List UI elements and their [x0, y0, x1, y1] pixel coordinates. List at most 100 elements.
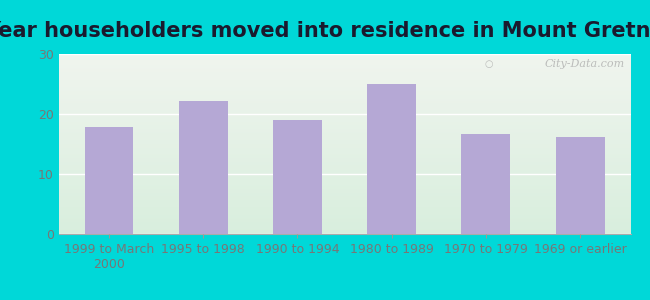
Bar: [58, 178, 630, 179]
Bar: [58, 132, 630, 133]
Bar: [58, 58, 630, 59]
Bar: [58, 168, 630, 169]
Bar: [58, 225, 630, 226]
Bar: [58, 110, 630, 111]
Bar: [58, 117, 630, 118]
Bar: [58, 195, 630, 196]
Bar: [58, 150, 630, 151]
Bar: [58, 128, 630, 129]
Bar: [58, 158, 630, 159]
Bar: [58, 224, 630, 225]
Bar: [58, 203, 630, 204]
Bar: [58, 189, 630, 190]
Bar: [58, 98, 630, 99]
Bar: [58, 194, 630, 195]
Bar: [58, 62, 630, 63]
Bar: [58, 220, 630, 221]
Bar: [58, 77, 630, 78]
Bar: [58, 232, 630, 233]
Bar: [58, 101, 630, 102]
Bar: [58, 133, 630, 134]
Bar: [58, 211, 630, 212]
Bar: [58, 186, 630, 187]
Bar: [58, 202, 630, 203]
Bar: [58, 198, 630, 199]
Bar: [58, 230, 630, 231]
Bar: [58, 182, 630, 183]
Bar: [58, 170, 630, 171]
Bar: [58, 92, 630, 93]
Bar: [58, 206, 630, 207]
Bar: [58, 157, 630, 158]
Bar: [58, 102, 630, 103]
Bar: [58, 131, 630, 132]
Bar: [58, 212, 630, 213]
Text: ○: ○: [485, 59, 493, 69]
Bar: [58, 140, 630, 141]
Bar: [58, 130, 630, 131]
Bar: [58, 126, 630, 127]
Bar: [58, 74, 630, 75]
Bar: [58, 129, 630, 130]
Bar: [58, 103, 630, 104]
Bar: [58, 222, 630, 223]
Bar: [58, 84, 630, 85]
Bar: [273, 120, 322, 234]
Bar: [58, 111, 630, 112]
Bar: [58, 139, 630, 140]
Bar: [58, 105, 630, 106]
Bar: [58, 96, 630, 97]
Bar: [58, 107, 630, 108]
Bar: [58, 60, 630, 61]
Bar: [58, 59, 630, 60]
Bar: [58, 144, 630, 145]
Bar: [58, 193, 630, 194]
Bar: [58, 173, 630, 174]
Bar: [58, 156, 630, 157]
Bar: [58, 147, 630, 148]
Bar: [58, 72, 630, 73]
Bar: [58, 218, 630, 219]
Bar: [58, 215, 630, 216]
Bar: [58, 191, 630, 192]
Bar: [58, 165, 630, 166]
Bar: [58, 179, 630, 180]
Bar: [58, 149, 630, 150]
Bar: [58, 163, 630, 164]
Bar: [58, 161, 630, 162]
Bar: [58, 233, 630, 234]
Bar: [58, 83, 630, 84]
Bar: [58, 76, 630, 77]
Bar: [58, 205, 630, 206]
Bar: [58, 100, 630, 101]
Bar: [58, 79, 630, 80]
Bar: [58, 125, 630, 126]
Bar: [58, 66, 630, 67]
Bar: [58, 136, 630, 137]
Bar: [58, 217, 630, 218]
Bar: [58, 196, 630, 197]
Bar: [58, 97, 630, 98]
Bar: [58, 116, 630, 117]
Bar: [58, 185, 630, 186]
Bar: [58, 114, 630, 115]
Bar: [58, 73, 630, 74]
Bar: [58, 78, 630, 79]
Bar: [58, 175, 630, 176]
Bar: [58, 199, 630, 200]
Bar: [58, 177, 630, 178]
Bar: [58, 226, 630, 227]
Bar: [58, 145, 630, 146]
Bar: [58, 108, 630, 109]
Bar: [58, 90, 630, 91]
Bar: [58, 229, 630, 230]
Bar: [58, 155, 630, 156]
Bar: [58, 118, 630, 119]
Bar: [58, 172, 630, 173]
Bar: [58, 121, 630, 122]
Bar: [84, 127, 133, 234]
Bar: [58, 153, 630, 154]
Bar: [58, 154, 630, 155]
Bar: [58, 169, 630, 170]
Bar: [58, 113, 630, 114]
